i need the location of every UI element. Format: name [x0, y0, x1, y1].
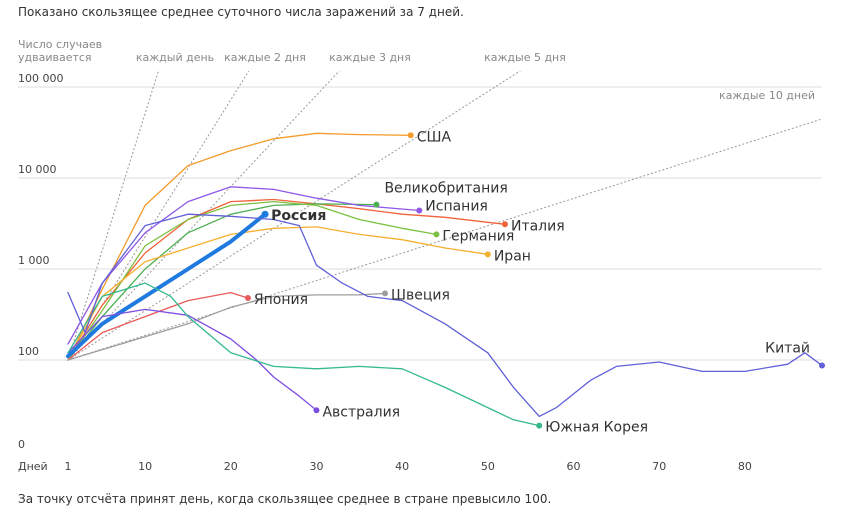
doubling-title: Число случаев: [18, 38, 102, 51]
x-tick-label: 50: [481, 460, 495, 473]
x-tick-label: 20: [224, 460, 238, 473]
footnote: За точку отсчёта принят день, когда скол…: [18, 492, 551, 506]
series-label: Иран: [494, 248, 531, 264]
end-point: [244, 295, 251, 302]
y-tick-label: 100: [18, 345, 39, 358]
end-point: [373, 201, 380, 208]
series-line: [66, 212, 268, 359]
y-tick-label: 100 000: [18, 72, 64, 85]
series-label: Россия: [271, 208, 326, 224]
end-point: [313, 407, 320, 414]
series-label: Испания: [425, 198, 488, 214]
doubling-title: удваивается: [18, 51, 92, 64]
chart-title: Показано скользящее среднее суточного чи…: [18, 5, 464, 19]
doubling-label: каждые 2 дня: [224, 51, 306, 64]
series-line: [67, 198, 506, 361]
series-line: [67, 291, 249, 361]
series-label: Китай: [765, 341, 810, 357]
series-line: [67, 308, 318, 411]
end-point: [484, 251, 491, 258]
doubling-label: каждые 10 дней: [719, 89, 815, 102]
series-label: Япония: [254, 292, 308, 308]
series-label: США: [417, 129, 452, 145]
series-line: [67, 132, 412, 361]
doubling-line: [67, 71, 250, 361]
x-tick-label: 40: [395, 460, 409, 473]
series-line: [67, 213, 823, 418]
x-tick-label: 70: [652, 460, 666, 473]
end-point: [416, 207, 423, 214]
x-tick-label: 80: [738, 460, 752, 473]
doubling-line: [67, 71, 521, 361]
series-label: Италия: [511, 218, 565, 234]
end-point: [819, 362, 825, 369]
series-line: [67, 226, 489, 361]
series-line: [67, 292, 386, 361]
series-line: [67, 186, 420, 345]
y-bottom-label: 0: [18, 438, 25, 451]
doubling-label: каждые 3 дня: [329, 51, 411, 64]
end-point: [382, 290, 389, 297]
end-point: [433, 231, 440, 238]
x-tick-label: 30: [309, 460, 323, 473]
plot-area: [66, 71, 823, 427]
end-point: [261, 210, 269, 218]
doubling-label: каждые 5 дня: [484, 51, 566, 64]
x-tick-label: 60: [567, 460, 581, 473]
x-axis-label: Дней: [18, 460, 48, 473]
x-tick-label: 10: [138, 460, 152, 473]
end-point: [536, 422, 543, 429]
series-line: [67, 200, 438, 361]
series-label: Германия: [442, 228, 514, 244]
y-tick-label: 1 000: [18, 254, 50, 267]
series-line: [67, 282, 540, 427]
end-point: [501, 221, 508, 228]
x-tick-label: 1: [65, 460, 72, 473]
series-label: Австралия: [322, 404, 400, 420]
doubling-label: каждый день: [136, 51, 214, 64]
series-label: Южная Корея: [545, 420, 648, 436]
end-point: [407, 132, 414, 139]
y-tick-label: 10 000: [18, 163, 57, 176]
series-line: [67, 203, 378, 361]
series-label: Швеция: [391, 287, 450, 303]
series-label: Великобритания: [384, 181, 507, 197]
